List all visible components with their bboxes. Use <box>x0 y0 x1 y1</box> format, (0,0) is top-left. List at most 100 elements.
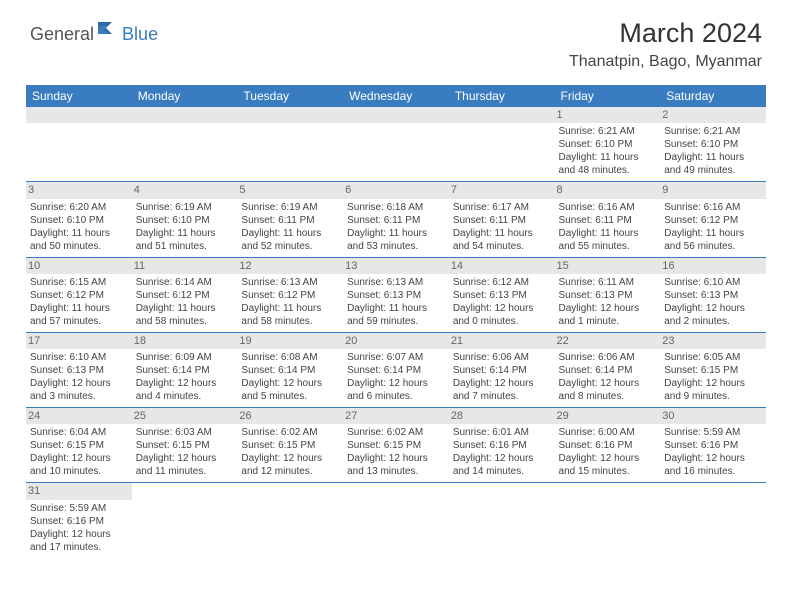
day-number: 1 <box>555 107 661 123</box>
calendar-cell: 13 Sunrise: 6:13 AMSunset: 6:13 PMDayligh… <box>343 257 449 332</box>
calendar-cell <box>26 107 132 182</box>
day-number: 30 <box>660 408 766 424</box>
calendar-cell: 20 Sunrise: 6:07 AMSunset: 6:14 PMDayligh… <box>343 332 449 407</box>
day-detail: Sunrise: 6:07 AMSunset: 6:14 PMDaylight:… <box>347 351 445 403</box>
calendar-cell: 15Sunrise: 6:11 AMSunset: 6:13 PMDayligh… <box>555 257 661 332</box>
calendar-cell <box>343 107 449 182</box>
calendar-cell: 9 Sunrise: 6:16 AMSunset: 6:12 PMDaylight… <box>660 182 766 257</box>
calendar-cell: 8Sunrise: 6:16 AMSunset: 6:11 PMDaylight… <box>555 182 661 257</box>
day-detail: Sunrise: 6:01 AMSunset: 6:16 PMDaylight:… <box>453 426 551 478</box>
day-number: 11 <box>132 258 238 274</box>
weekday-header: Thursday <box>449 85 555 107</box>
day-number: 31 <box>26 483 132 499</box>
day-detail: Sunrise: 6:16 AMSunset: 6:12 PMDaylight:… <box>664 201 762 253</box>
weekday-header: Tuesday <box>237 85 343 107</box>
calendar-cell <box>343 483 449 558</box>
day-detail: Sunrise: 6:09 AMSunset: 6:14 PMDaylight:… <box>136 351 234 403</box>
header: General Blue March 2024 Thanatpin, Bago,… <box>0 0 792 79</box>
day-detail: Sunrise: 5:59 AMSunset: 6:16 PMDaylight:… <box>664 426 762 478</box>
day-number: 13 <box>343 258 449 274</box>
day-detail: Sunrise: 5:59 AMSunset: 6:16 PMDaylight:… <box>30 502 128 554</box>
day-detail: Sunrise: 6:06 AMSunset: 6:14 PMDaylight:… <box>559 351 657 403</box>
calendar-cell: 27 Sunrise: 6:02 AMSunset: 6:15 PMDayligh… <box>343 408 449 483</box>
flag-icon <box>98 20 120 41</box>
calendar-cell: 11 Sunrise: 6:14 AMSunset: 6:12 PMDayligh… <box>132 257 238 332</box>
weekday-header: Monday <box>132 85 238 107</box>
location-text: Thanatpin, Bago, Myanmar <box>569 53 762 71</box>
day-number: 9 <box>660 182 766 198</box>
calendar-cell <box>237 107 343 182</box>
day-detail: Sunrise: 6:06 AMSunset: 6:14 PMDaylight:… <box>453 351 551 403</box>
day-detail: Sunrise: 6:02 AMSunset: 6:15 PMDaylight:… <box>241 426 339 478</box>
calendar-cell <box>449 107 555 182</box>
weekday-header: Friday <box>555 85 661 107</box>
title-block: March 2024 Thanatpin, Bago, Myanmar <box>569 18 762 71</box>
logo-text-blue: Blue <box>122 24 158 45</box>
calendar-cell: 18 Sunrise: 6:09 AMSunset: 6:14 PMDayligh… <box>132 332 238 407</box>
day-number: 3 <box>26 182 132 198</box>
calendar-cell <box>660 483 766 558</box>
day-number: 18 <box>132 333 238 349</box>
calendar-cell: 23 Sunrise: 6:05 AMSunset: 6:15 PMDayligh… <box>660 332 766 407</box>
calendar-row: 31 Sunrise: 5:59 AMSunset: 6:16 PMDayligh… <box>26 483 766 558</box>
calendar-cell: 31 Sunrise: 5:59 AMSunset: 6:16 PMDayligh… <box>26 483 132 558</box>
day-number: 17 <box>26 333 132 349</box>
calendar-cell: 12 Sunrise: 6:13 AMSunset: 6:12 PMDayligh… <box>237 257 343 332</box>
calendar-cell <box>237 483 343 558</box>
calendar-cell: 28 Sunrise: 6:01 AMSunset: 6:16 PMDayligh… <box>449 408 555 483</box>
calendar-row: 1Sunrise: 6:21 AMSunset: 6:10 PMDaylight… <box>26 107 766 182</box>
day-detail: Sunrise: 6:20 AMSunset: 6:10 PMDaylight:… <box>30 201 128 253</box>
day-detail: Sunrise: 6:13 AMSunset: 6:12 PMDaylight:… <box>241 276 339 328</box>
calendar-cell: 7 Sunrise: 6:17 AMSunset: 6:11 PMDaylight… <box>449 182 555 257</box>
day-number: 5 <box>237 182 343 198</box>
day-number: 27 <box>343 408 449 424</box>
calendar-cell: 22Sunrise: 6:06 AMSunset: 6:14 PMDayligh… <box>555 332 661 407</box>
day-detail: Sunrise: 6:08 AMSunset: 6:14 PMDaylight:… <box>241 351 339 403</box>
day-detail: Sunrise: 6:00 AMSunset: 6:16 PMDaylight:… <box>559 426 657 478</box>
day-detail: Sunrise: 6:15 AMSunset: 6:12 PMDaylight:… <box>30 276 128 328</box>
day-detail: Sunrise: 6:03 AMSunset: 6:15 PMDaylight:… <box>136 426 234 478</box>
day-number: 28 <box>449 408 555 424</box>
day-number: 12 <box>237 258 343 274</box>
day-detail: Sunrise: 6:19 AMSunset: 6:10 PMDaylight:… <box>136 201 234 253</box>
day-number: 23 <box>660 333 766 349</box>
calendar-cell: 24Sunrise: 6:04 AMSunset: 6:15 PMDayligh… <box>26 408 132 483</box>
day-detail: Sunrise: 6:10 AMSunset: 6:13 PMDaylight:… <box>30 351 128 403</box>
calendar-cell: 6Sunrise: 6:18 AMSunset: 6:11 PMDaylight… <box>343 182 449 257</box>
page-title: March 2024 <box>569 18 762 49</box>
day-number: 6 <box>343 182 449 198</box>
calendar-cell: 26 Sunrise: 6:02 AMSunset: 6:15 PMDayligh… <box>237 408 343 483</box>
calendar-row: 3 Sunrise: 6:20 AMSunset: 6:10 PMDaylight… <box>26 182 766 257</box>
day-number: 7 <box>449 182 555 198</box>
day-detail: Sunrise: 6:02 AMSunset: 6:15 PMDaylight:… <box>347 426 445 478</box>
day-number: 14 <box>449 258 555 274</box>
day-detail: Sunrise: 6:05 AMSunset: 6:15 PMDaylight:… <box>664 351 762 403</box>
day-number: 21 <box>449 333 555 349</box>
day-number: 20 <box>343 333 449 349</box>
calendar-cell <box>132 483 238 558</box>
calendar-cell: 3 Sunrise: 6:20 AMSunset: 6:10 PMDaylight… <box>26 182 132 257</box>
day-detail: Sunrise: 6:14 AMSunset: 6:12 PMDaylight:… <box>136 276 234 328</box>
calendar-cell: 21 Sunrise: 6:06 AMSunset: 6:14 PMDayligh… <box>449 332 555 407</box>
calendar-cell: 25 Sunrise: 6:03 AMSunset: 6:15 PMDayligh… <box>132 408 238 483</box>
day-detail: Sunrise: 6:19 AMSunset: 6:11 PMDaylight:… <box>241 201 339 253</box>
day-number: 4 <box>132 182 238 198</box>
day-number: 19 <box>237 333 343 349</box>
day-number: 26 <box>237 408 343 424</box>
logo: General Blue <box>30 24 158 45</box>
calendar-row: 24Sunrise: 6:04 AMSunset: 6:15 PMDayligh… <box>26 408 766 483</box>
weekday-header: Sunday <box>26 85 132 107</box>
logo-text-general: General <box>30 24 94 45</box>
day-number: 2 <box>660 107 766 123</box>
day-detail: Sunrise: 6:17 AMSunset: 6:11 PMDaylight:… <box>453 201 551 253</box>
calendar-cell: 17 Sunrise: 6:10 AMSunset: 6:13 PMDayligh… <box>26 332 132 407</box>
calendar-cell: 19 Sunrise: 6:08 AMSunset: 6:14 PMDayligh… <box>237 332 343 407</box>
calendar-cell: 1Sunrise: 6:21 AMSunset: 6:10 PMDaylight… <box>555 107 661 182</box>
day-number: 25 <box>132 408 238 424</box>
day-number: 29 <box>555 408 661 424</box>
day-detail: Sunrise: 6:13 AMSunset: 6:13 PMDaylight:… <box>347 276 445 328</box>
calendar-cell: 29 Sunrise: 6:00 AMSunset: 6:16 PMDayligh… <box>555 408 661 483</box>
day-detail: Sunrise: 6:16 AMSunset: 6:11 PMDaylight:… <box>559 201 657 253</box>
weekday-header: Wednesday <box>343 85 449 107</box>
day-detail: Sunrise: 6:10 AMSunset: 6:13 PMDaylight:… <box>664 276 762 328</box>
